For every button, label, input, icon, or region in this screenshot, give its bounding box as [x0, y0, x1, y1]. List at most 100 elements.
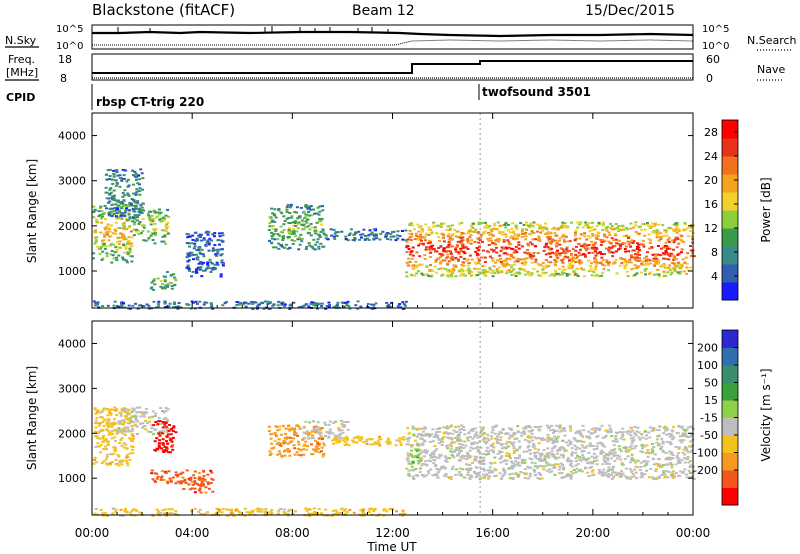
velocity-ytick-label-3: 4000	[58, 337, 86, 350]
velocity-colorbar-swatch-1	[722, 470, 738, 488]
velocity-ytick-label-2: 3000	[58, 382, 86, 395]
velocity-colorbar-tick-2: 50	[704, 377, 718, 390]
power-echo-region-2	[132, 207, 170, 245]
power-echo-region-6	[323, 228, 408, 242]
power-y-axis: 1000 2000 3000 4000	[58, 130, 693, 278]
velocity-colorbar-swatch-4	[722, 417, 738, 436]
velocity-colorbar-tick-3: 15	[704, 394, 718, 407]
right-tick-top-lo: 10^0	[702, 41, 729, 52]
power-echo-region-7	[405, 221, 696, 278]
velocity-echo-region-1	[117, 406, 170, 436]
velocity-echo-region-5	[267, 424, 326, 458]
velocity-echo-region-9	[407, 443, 421, 471]
freq-box	[91, 53, 694, 81]
nsky-trace	[92, 30, 694, 38]
power-colorbar-swatch-1	[722, 264, 738, 283]
velocity-echo-region-6	[302, 419, 350, 440]
power-colorbar-swatch-2	[722, 246, 738, 265]
nave-tick-hi: 60	[706, 53, 720, 66]
power-colorbar-tick-6: 28	[704, 126, 718, 139]
power-colorbar: 4 8 12 16 20 24 28	[704, 119, 739, 301]
xaxis-label: Time UT	[366, 540, 417, 554]
left-tick-top-hi: 10^5	[56, 24, 83, 35]
velocity-colorbar-swatch-3	[722, 435, 738, 453]
velocity-echo-region-4	[182, 469, 215, 494]
velocity-y-axis: 1000 2000 3000 4000	[58, 337, 693, 485]
power-colorbar-swatch-8	[722, 138, 738, 157]
velocity-colorbar-swatch-8	[722, 347, 738, 366]
freq-tick-hi: 18	[58, 53, 72, 66]
velocity-ytick-label-0: 1000	[58, 472, 86, 485]
time-axis: 00:00 04:00 08:00 12:00 16:00 20:00 00:00	[75, 113, 710, 540]
velocity-colorbar-tick-5: -50	[700, 429, 718, 442]
xtick-label-4: 16:00	[475, 526, 510, 540]
right-tick-top-hi: 10^5	[702, 24, 729, 35]
cpid-label: CPID	[6, 91, 35, 104]
freq-trace	[92, 60, 693, 74]
station-title: Blackstone (fitACF)	[92, 1, 235, 19]
xtick-label-1: 04:00	[175, 526, 210, 540]
power-ytick-label-1: 2000	[58, 220, 86, 233]
power-echo-region-4	[185, 230, 225, 278]
power-colorbar-tick-4: 20	[704, 174, 718, 187]
velocity-echo-region-3	[150, 469, 185, 485]
power-ylabel: Slant Range [km]	[25, 159, 39, 263]
velocity-colorbar-label: Velocity [m s⁻¹]	[759, 368, 773, 461]
cpid-segment-2: twofsound 3501	[482, 85, 591, 99]
velocity-colorbar-swatch-2	[722, 452, 738, 471]
velocity-ytick-label-1: 2000	[58, 427, 86, 440]
power-colorbar-swatch-6	[722, 174, 738, 193]
nsky-label: N.Sky	[5, 34, 37, 47]
velocity-colorbar-tick-6: -100	[693, 447, 718, 460]
velocity-colorbar-tick-1: 100	[697, 359, 718, 372]
power-colorbar-swatch-3	[722, 228, 738, 247]
power-colorbar-tick-1: 8	[711, 246, 718, 259]
velocity-echo-region-10	[93, 507, 407, 517]
date-title: 15/Dec/2015	[585, 3, 675, 19]
power-colorbar-tick-3: 16	[704, 198, 718, 211]
nave-tick-lo: 0	[706, 72, 713, 85]
xtick-label-3: 12:00	[375, 526, 410, 540]
power-ytick-label-2: 3000	[58, 175, 86, 188]
velocity-data-layer	[92, 321, 696, 517]
power-colorbar-label: Power [dB]	[759, 177, 773, 242]
velocity-colorbar-swatch-0	[722, 487, 738, 506]
power-colorbar-tick-5: 24	[704, 150, 718, 163]
velocity-plot-frame	[91, 320, 694, 516]
velocity-colorbar-swatch-7	[722, 365, 738, 383]
nsky-spikes	[117, 26, 389, 33]
velocity-colorbar-tick-0: 200	[697, 342, 718, 355]
power-echo-region-0	[92, 203, 135, 264]
nsearch-trace	[92, 39, 694, 46]
xtick-label-0: 00:00	[75, 526, 110, 540]
power-plot-frame	[91, 112, 694, 309]
left-tick-top-lo: 10^0	[56, 41, 83, 52]
velocity-colorbar-swatch-5	[722, 400, 738, 418]
summary-panel: N.Sky 10^5 10^0 10^5 10^0 N.Search Freq.…	[5, 24, 797, 110]
xtick-label-5: 20:00	[576, 526, 611, 540]
cpid-segment-1: rbsp CT-trig 220	[96, 95, 204, 109]
freq-label-2: [MHz]	[6, 66, 38, 79]
velocity-echo-region-2	[152, 420, 178, 454]
power-echo-region-3	[149, 271, 178, 291]
power-echo-region-8	[92, 300, 408, 310]
velocity-panel: 1000 2000 3000 4000 Slant Range [km] 200 100…	[25, 320, 773, 517]
power-data-layer	[92, 113, 696, 310]
xtick-label-2: 08:00	[275, 526, 310, 540]
velocity-colorbar-tick-4: -15	[700, 412, 718, 425]
power-colorbar-swatch-4	[722, 210, 738, 229]
nsearch-label: N.Search	[747, 34, 797, 47]
power-ytick-label-3: 4000	[58, 130, 86, 143]
nsky-box	[91, 24, 694, 50]
power-colorbar-swatch-0	[722, 282, 738, 301]
power-colorbar-swatch-7	[722, 156, 738, 175]
velocity-colorbar-swatch-9	[722, 330, 738, 348]
velocity-ylabel: Slant Range [km]	[25, 366, 39, 470]
velocity-colorbar-tick-7: -200	[693, 464, 718, 477]
freq-label-1: Freq.	[8, 53, 35, 66]
power-colorbar-tick-0: 4	[711, 270, 718, 283]
velocity-echo-region-8	[405, 424, 696, 481]
velocity-echo-region-7	[323, 435, 406, 447]
nave-label: Nave	[757, 63, 785, 76]
